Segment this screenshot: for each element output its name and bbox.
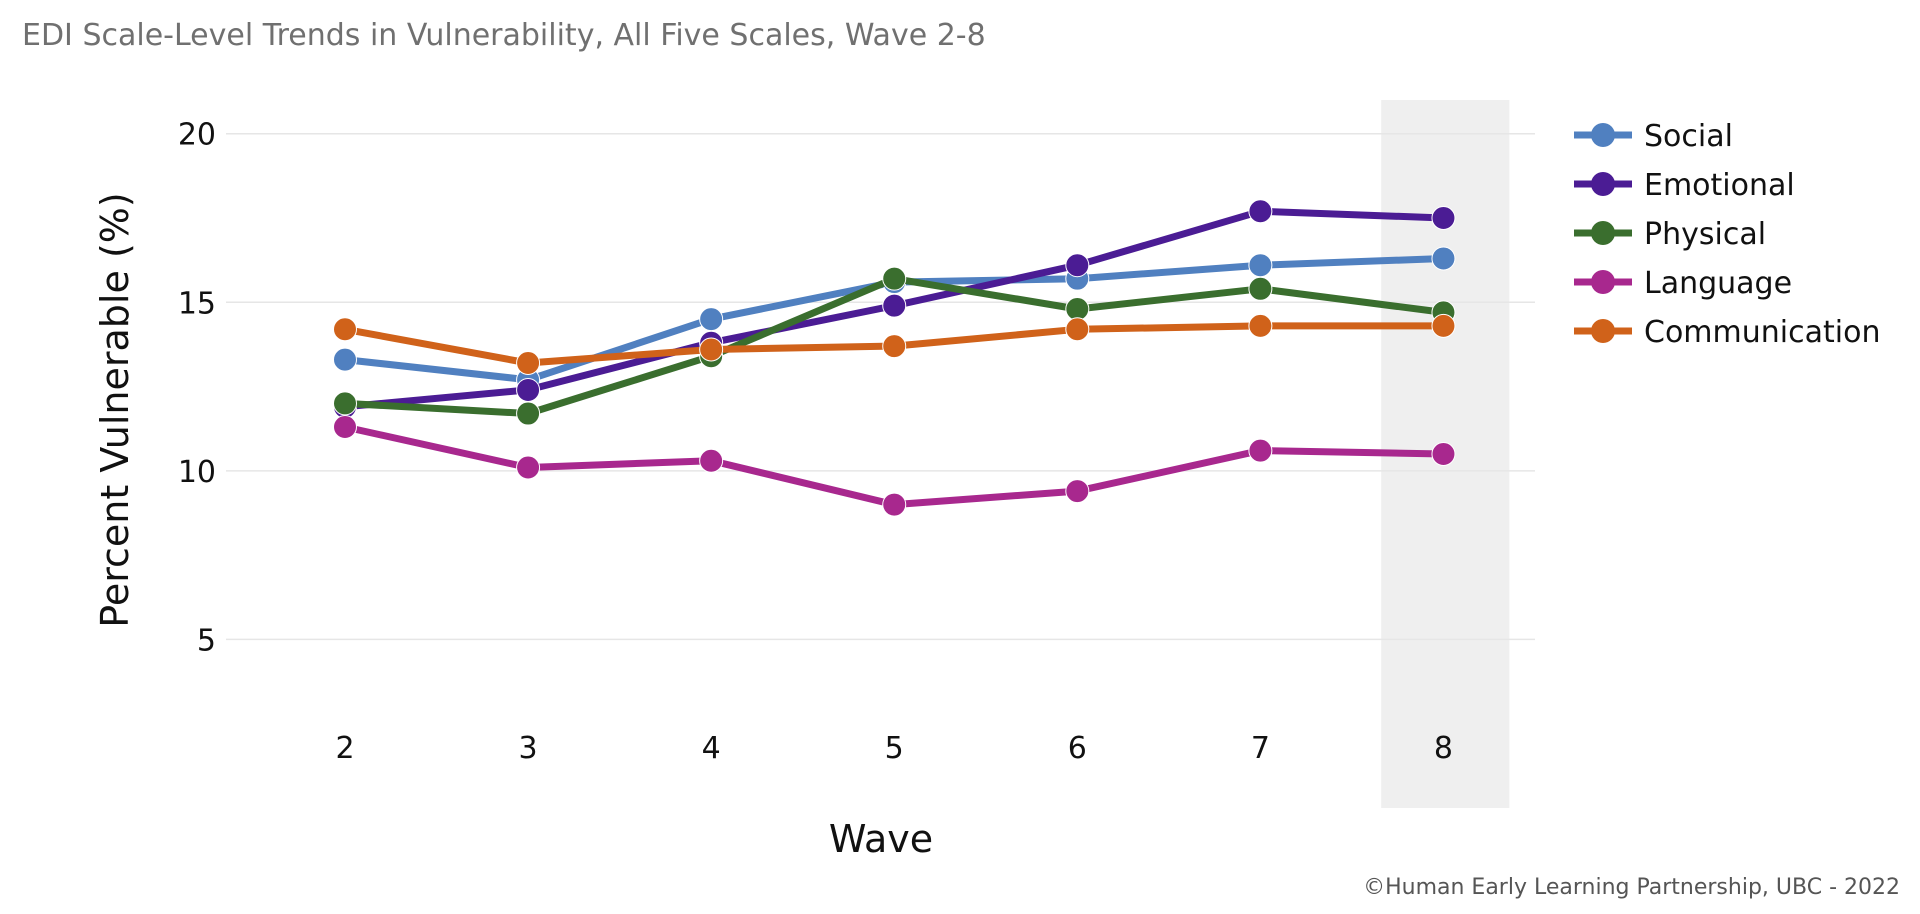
legend-item-language: Language — [1574, 266, 1792, 301]
grid-layer — [226, 132, 1535, 641]
legend-label-emotional: Emotional — [1644, 168, 1795, 203]
chart-title: EDI Scale-Level Trends in Vulnerability,… — [22, 18, 986, 53]
data-point-communication — [1065, 317, 1090, 342]
y-tick-label: 5 — [197, 623, 216, 658]
data-point-emotional — [1431, 206, 1456, 230]
data-point-language — [333, 415, 357, 440]
legend-marker-physical — [1591, 221, 1615, 245]
copyright-credit: ©Human Early Learning Partnership, UBC -… — [1363, 875, 1900, 900]
data-point-communication — [1248, 313, 1273, 338]
data-point-language — [1065, 479, 1090, 504]
series-emotional — [333, 199, 1456, 419]
data-point-physical — [516, 401, 541, 426]
legend-marker-emotional — [1591, 172, 1615, 196]
x-tick-label: 4 — [702, 731, 721, 766]
legend-item-social: Social — [1574, 119, 1733, 154]
legend-item-physical: Physical — [1574, 217, 1766, 252]
legend-marker-social — [1591, 123, 1615, 147]
y-tick-label: 15 — [178, 286, 216, 321]
data-point-emotional — [1248, 199, 1273, 224]
y-axis-ticks: 5 10 15 20 — [178, 118, 216, 659]
data-point-language — [516, 455, 541, 480]
x-axis-ticks: 2 3 4 5 6 7 8 — [335, 731, 1453, 766]
x-tick-label: 2 — [335, 731, 354, 766]
legend: Social Emotional Physical Language Communica… — [1574, 119, 1880, 350]
legend-label-social: Social — [1644, 119, 1733, 154]
data-point-physical — [1065, 297, 1090, 322]
x-tick-label: 8 — [1434, 731, 1453, 766]
data-point-emotional — [1065, 253, 1090, 278]
data-point-communication — [699, 337, 724, 362]
series-language — [333, 415, 1456, 517]
x-tick-label: 3 — [519, 731, 538, 766]
legend-marker-language — [1591, 270, 1615, 294]
legend-label-communication: Communication — [1644, 315, 1880, 350]
series-layer — [333, 199, 1456, 517]
x-tick-label: 7 — [1251, 731, 1270, 766]
data-point-social — [1431, 246, 1456, 271]
data-point-social — [699, 307, 724, 332]
data-point-language — [1248, 438, 1273, 463]
legend-label-language: Language — [1644, 266, 1792, 301]
legend-item-emotional: Emotional — [1574, 168, 1795, 203]
legend-marker-communication — [1591, 319, 1615, 343]
data-point-emotional — [882, 293, 907, 318]
x-tick-label: 5 — [885, 731, 904, 766]
data-point-social — [333, 347, 357, 372]
y-tick-label: 10 — [178, 455, 216, 490]
data-point-physical — [882, 266, 907, 291]
data-point-language — [882, 492, 907, 517]
series-communication — [333, 313, 1456, 375]
y-axis-title: Percent Vulnerable (%) — [93, 192, 137, 627]
data-point-physical — [1248, 276, 1273, 301]
data-point-communication — [516, 350, 541, 375]
legend-label-physical: Physical — [1644, 217, 1766, 252]
y-tick-label: 20 — [178, 118, 216, 153]
legend-item-communication: Communication — [1574, 315, 1880, 350]
data-point-communication — [882, 334, 907, 359]
data-point-communication — [1431, 313, 1456, 338]
x-tick-label: 6 — [1068, 731, 1087, 766]
data-point-communication — [333, 317, 357, 342]
data-point-emotional — [516, 377, 541, 402]
data-point-social — [1248, 253, 1273, 278]
data-point-physical — [333, 391, 357, 416]
x-axis-title: Wave — [829, 817, 933, 861]
data-point-language — [1431, 442, 1456, 466]
data-point-language — [699, 448, 724, 473]
